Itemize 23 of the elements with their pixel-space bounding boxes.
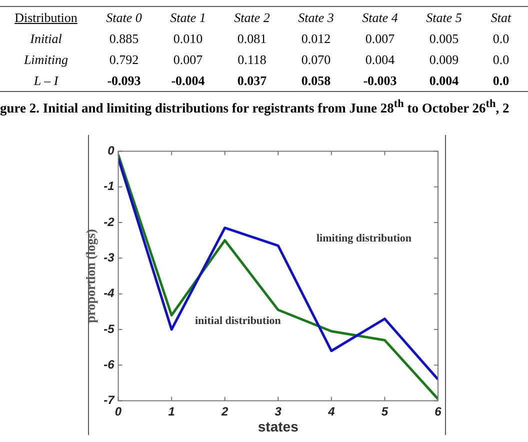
x-tick-label: 6	[434, 404, 442, 418]
y-tick-label: -5	[104, 322, 115, 336]
y-axis-title: proportion (logs)	[83, 228, 98, 324]
text: Limiting 0.792 0.007 0.118 0.070 0.004 0.009 0.0	[24, 52, 510, 67]
annotation: initial distribution	[195, 314, 281, 327]
text: Distribution State 0 State 1 State 2 State 3 State 4 State 5 Stat	[14, 10, 512, 25]
y-tick-label: -1	[104, 179, 115, 194]
y-tick-label: -3	[104, 250, 115, 264]
x-tick-label: 1	[168, 404, 176, 418]
y-tick-label: -4	[104, 286, 115, 300]
text: gure 2. Initial and limiting distributions for registrants from June 28$^{th}$ to October 26$^{th}$, 2	[0, 98, 510, 116]
x-tick-label: 4	[327, 404, 336, 418]
x-tick-label: 5	[381, 404, 388, 418]
annotation: limiting distribution	[316, 232, 412, 244]
y-tick-label: -7	[104, 393, 116, 408]
y-tick-label: 0	[108, 144, 115, 158]
text: Initial 0.885 0.010 0.081 0.012 0.007 0.005 0.0	[30, 31, 510, 46]
x-tick-label: 3	[274, 404, 282, 418]
y-tick-label: -2	[104, 214, 115, 229]
text: L – I -0.093 -0.004 0.037 0.058 -0.003 0.004 0.0	[34, 73, 510, 88]
y-tick-label: -6	[104, 357, 115, 372]
x-tick-label: 2	[220, 404, 229, 418]
x-axis-title: states	[258, 418, 299, 434]
